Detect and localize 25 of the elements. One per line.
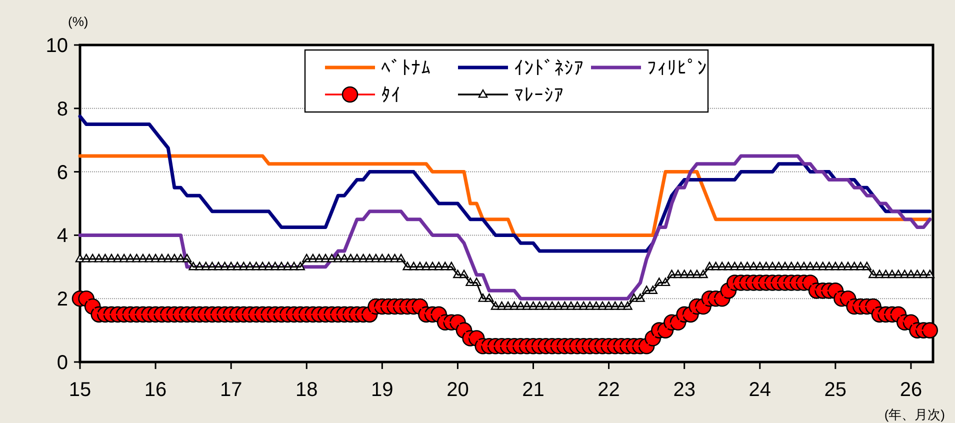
y-tick-label: 2 [56,288,68,311]
x-tick-label: 25 [824,379,847,401]
x-tick-label: 19 [371,379,394,401]
x-axis-title: (年、月次) [884,407,945,422]
legend-label: ﾌｨﾘﾋﾟﾝ [647,58,707,80]
x-tick-label: 16 [144,379,167,401]
x-tick-label: 26 [900,379,922,401]
legend-label: ﾀｲ [381,86,401,106]
x-tick-label: 18 [296,379,318,401]
x-tick-label: 21 [522,379,544,401]
y-tick-label: 8 [56,98,68,120]
legend-label: ﾏﾚｰｼｱ [514,86,564,106]
x-tick-label: 22 [598,379,620,401]
y-tick-label: 4 [56,225,68,248]
x-tick-label: 24 [748,379,772,401]
y-tick-label: 10 [46,35,68,57]
x-tick-label: 17 [220,379,242,401]
x-tick-label: 15 [68,379,92,401]
y-axis-title: (%) [68,14,88,29]
legend-label: ｲﾝﾄﾞﾈｼｱ [514,58,584,80]
y-tick-label: 6 [56,162,68,184]
legend-label: ﾍﾞﾄﾅﾑ [381,58,431,80]
x-tick-label: 23 [673,379,696,401]
y-tick-label: 0 [56,352,68,374]
x-tick-label: 20 [446,379,469,401]
